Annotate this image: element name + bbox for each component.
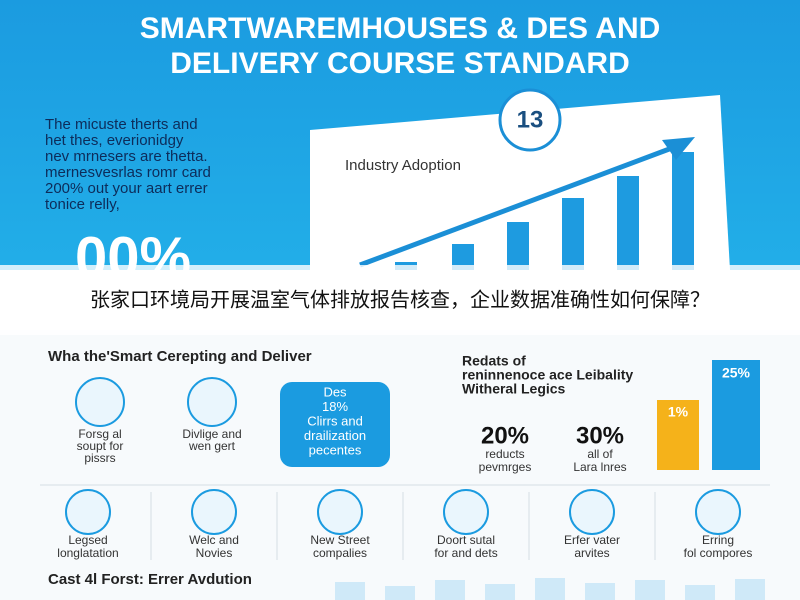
text-line: compalies — [313, 546, 367, 560]
text-line: Welc and — [189, 533, 239, 547]
banner — [0, 265, 800, 335]
text-line: for and dets — [434, 546, 497, 560]
text-line: 200% out your aart errer — [45, 180, 208, 197]
chart-bars — [395, 152, 694, 270]
stat-value: 20% — [481, 422, 529, 449]
text-line: Clirrs and — [307, 413, 363, 428]
text-line: 18% — [322, 399, 348, 414]
text-line: Redats of — [462, 353, 526, 369]
banner-text: 张家口环境局开展温室气体排放报告核查，企业数据准确性如何保障？ — [90, 288, 710, 311]
text-line: Forsg al — [78, 427, 121, 441]
text-line: The micuste therts and — [45, 116, 198, 133]
text-line: reducts — [485, 447, 524, 461]
feature-icon — [187, 377, 237, 427]
item-icon — [569, 489, 615, 535]
text-line: pevmrges — [479, 460, 532, 474]
arrow-head — [662, 137, 695, 160]
text-line: wen gert — [188, 439, 236, 453]
text-line: drailization — [304, 428, 366, 443]
text-line: mernesvesrlas romr card — [45, 164, 211, 181]
badge — [498, 88, 562, 152]
text-line: arvites — [574, 546, 609, 560]
text-line: fol compores — [684, 546, 753, 560]
section-heading: Wha the'Smart Cerepting and Deliver — [48, 348, 312, 365]
text-line: New Street — [310, 533, 370, 547]
feature-icon — [75, 377, 125, 427]
item-icon — [65, 489, 111, 535]
text-line: Witheral Legics — [462, 381, 566, 397]
text-line: Erfer vater — [564, 533, 620, 547]
text-line: Novies — [196, 546, 233, 560]
item-icon — [695, 489, 741, 535]
result-bar — [657, 400, 699, 470]
result-bar — [712, 360, 760, 470]
text-line: pissrs — [84, 451, 115, 465]
highlight-box — [280, 382, 390, 467]
badge-text: 13 — [517, 106, 544, 133]
trend-arrow — [359, 142, 681, 268]
title: SMARTWAREMHOUSES & DES AND — [140, 12, 661, 45]
text-line: Divlige and — [182, 427, 241, 441]
text-line: pecentes — [309, 442, 362, 457]
text-line: Legsed — [68, 533, 107, 547]
text-line: het thes, everionidgy — [45, 132, 184, 149]
footer-heading: Cast 4l Forst: Errer Avdution — [48, 571, 252, 588]
text-line: Erring — [702, 533, 734, 547]
item-icon — [191, 489, 237, 535]
text-line: soupt for — [77, 439, 124, 453]
footer-deco — [335, 578, 765, 600]
stat-value: 30% — [576, 422, 624, 449]
text-line: all of — [587, 447, 613, 461]
text-line: Lara lnres — [573, 460, 626, 474]
bar-label: 25% — [722, 365, 751, 381]
text-line: longlatation — [57, 546, 118, 560]
title: DELIVERY COURSE STANDARD — [170, 47, 630, 80]
text-line: Des — [323, 384, 347, 399]
text-line: nev mrnesers are thetta. — [45, 148, 208, 165]
text-line: tonice relly, — [45, 196, 120, 213]
text-line: reninnenoce ace Leibality — [462, 367, 633, 383]
text-line: Doort sutal — [437, 533, 495, 547]
bar-label: 1% — [668, 404, 689, 420]
item-icon — [317, 489, 363, 535]
chart-title: Industry Adoption — [345, 157, 461, 174]
item-icon — [443, 489, 489, 535]
